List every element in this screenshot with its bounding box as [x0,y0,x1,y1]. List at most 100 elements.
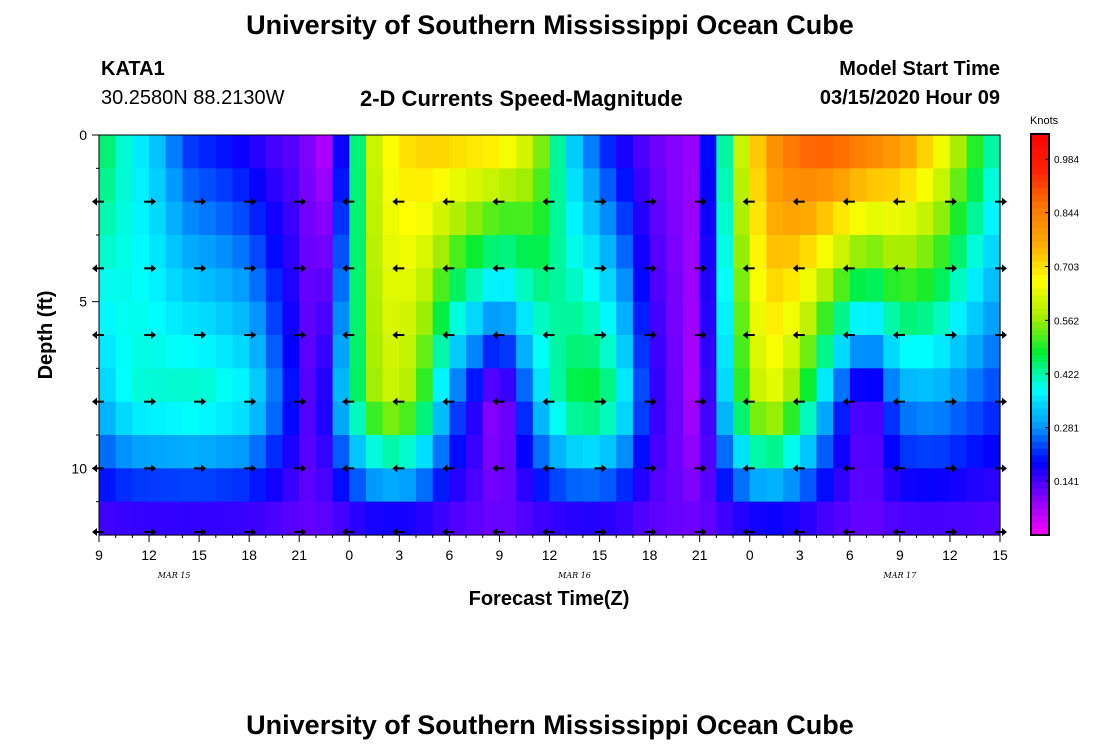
heatmap-cell [449,235,467,269]
heatmap-cell [916,201,934,236]
heatmap-cell [332,235,350,269]
heatmap-cell [733,335,751,369]
heatmap-cell [616,335,634,369]
heatmap-cell [232,168,250,203]
heatmap-cell [883,368,901,403]
current-arrow-head [301,528,307,536]
heatmap-cell [332,335,350,369]
heatmap-cell [466,435,484,469]
heatmap-cell [599,135,617,169]
current-arrow [742,264,755,273]
heatmap-cell [783,235,801,269]
current-arrow-head [251,464,257,473]
current-arrow-head [342,264,348,273]
colorbar-segment [1031,321,1049,329]
heatmap-cell [699,435,717,469]
heatmap-cell [549,135,567,169]
heatmap-cell [482,168,501,203]
heatmap-cell [99,201,117,236]
heatmap-cell [849,135,868,169]
heatmap-cell [783,168,801,203]
heatmap-cell [799,135,818,169]
heatmap-cell [282,135,300,169]
colorbar-segment [1031,147,1049,155]
heatmap-cell [399,401,417,436]
heatmap-cell [532,301,551,336]
heatmap-cell [849,501,868,536]
colorbar-segment [1031,134,1049,142]
heatmap-cell [416,435,434,469]
x-tick-label: 9 [496,547,504,563]
heatmap-cell [516,335,534,369]
colorbar-segment [1031,387,1049,396]
heatmap-cell [165,401,184,436]
heatmap-cell [215,268,234,303]
heatmap-cell [365,368,384,403]
heatmap-cell [566,135,584,169]
heatmap-cell [582,301,601,336]
heatmap-cell [966,201,984,236]
current-arrow-head [792,197,798,206]
heatmap-cell [649,301,667,336]
current-arrow [542,331,555,339]
heatmap-cell [632,268,651,303]
heatmap-cell [215,335,234,369]
current-arrow-head [92,264,97,273]
colorbar-unit: Knots [1030,115,1059,127]
heatmap-cell [549,435,567,469]
heatmap-cell [816,135,834,169]
current-arrow-head [442,397,448,406]
heatmap-cell [132,135,150,169]
heatmap-cell [682,435,701,469]
heatmap-cell [215,301,234,336]
heatmap-cell [132,401,150,436]
heatmap-cell [482,268,501,303]
heatmap-cell [449,501,467,536]
heatmap-cell [365,435,384,469]
heatmap-cell [299,401,317,436]
heatmap-cell [632,135,651,169]
colorbar-segment [1031,227,1049,235]
heatmap-cell [899,168,918,203]
heatmap-cell [849,468,868,503]
heatmap-cell [365,235,384,269]
date-label: MAR 17 [883,571,918,580]
heatmap-cell [449,401,467,436]
heatmap-cell [249,435,267,469]
heatmap-cell [682,368,701,403]
heatmap-cell [883,468,901,503]
heatmap-cell [182,468,200,503]
heatmap-cell [416,135,434,169]
heatmap-cell [199,201,217,236]
heatmap-cell [833,235,851,269]
x-tick-label: 18 [642,547,658,563]
current-arrow [144,331,157,339]
heatmap-cell [349,301,367,336]
colorbar-segment [1031,441,1049,449]
heatmap-cell [699,368,717,403]
heatmap-cell [883,201,901,236]
heatmap-cell [833,401,851,436]
current-arrow-head [151,528,157,536]
current-arrow-head [442,331,448,339]
heatmap-cell [916,435,934,469]
heatmap-cell [933,235,951,269]
heatmap-cell [749,268,768,303]
heatmap-cell [199,368,217,403]
current-arrow [594,331,607,339]
current-arrow [644,264,657,273]
heatmap-cell [716,335,734,369]
heatmap-cell [783,501,801,536]
heatmap-cell [532,201,551,236]
heatmap-cell [365,168,384,203]
colorbar-segment [1031,428,1049,436]
current-arrow-head [442,197,448,206]
x-axis-label: Forecast Time(Z) [469,588,630,610]
y-axis-label: Depth (ft) [35,291,57,380]
heatmap-cell [299,268,317,303]
heatmap-cell [349,401,367,436]
current-arrow-head [392,197,398,206]
colorbar-segment [1031,274,1049,282]
heatmap-cell [716,435,734,469]
heatmap-cell [432,468,450,503]
